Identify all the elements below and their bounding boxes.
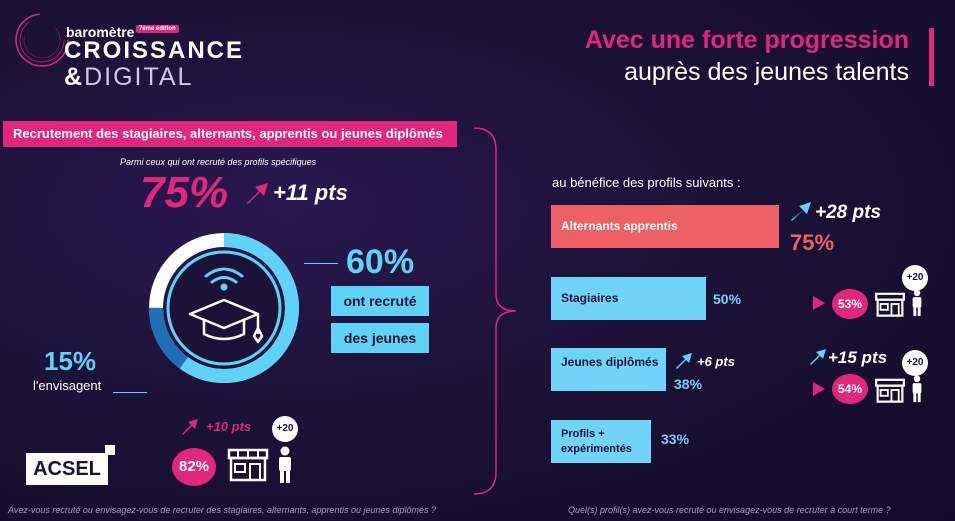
bar-stagiaires: Stagiaires <box>551 277 706 320</box>
profiles-intro: au bénéfice des profils suivants : <box>552 175 741 190</box>
big-percentage: 75% <box>140 168 229 217</box>
question-left: Avez-vous recruté ou envisagez-vous de r… <box>8 505 437 515</box>
bar-profils-experimentes: Profils + expérimentés <box>551 420 651 463</box>
profils-value: 33% <box>661 431 690 447</box>
question-right: Quel(s) profil(s) avez-vous recruté ou e… <box>568 505 891 515</box>
jeunes-delta: +6 pts <box>697 354 735 369</box>
donut-recruited-arc <box>149 233 299 383</box>
stagiaires-small-pct: 53% <box>832 289 868 319</box>
store-icon <box>875 292 905 317</box>
logo-ring-icon <box>15 13 69 67</box>
considering-label: l'envisagent <box>33 378 102 393</box>
stagiaires-value: 50% <box>713 291 742 307</box>
person-icon <box>912 289 922 317</box>
recruited-label-2: des jeunes <box>331 323 429 353</box>
sub-note: Parmi ceux qui ont recruté des profils s… <box>120 157 317 167</box>
wifi-icon <box>204 267 244 291</box>
alternants-delta: +28 pts <box>815 202 882 223</box>
brand-logo-corner <box>105 445 115 455</box>
person-icon <box>279 446 291 483</box>
page-title-highlight: Avec une forte progression <box>584 26 909 54</box>
small-percentage: 82% <box>172 448 216 486</box>
person-icon <box>912 375 922 403</box>
logo-digital: &DIGITAL <box>64 63 193 92</box>
title-accent-bar <box>929 28 934 86</box>
store-icon <box>227 448 269 482</box>
jeunes-value: 38% <box>674 376 703 392</box>
logo-digital-word: DIGITAL <box>84 63 194 91</box>
recruited-percentage: 60% <box>346 243 415 281</box>
brace-divider <box>473 127 517 495</box>
donut-considering-arc <box>149 233 299 383</box>
play-triangle-icon <box>813 382 825 396</box>
play-triangle-icon <box>813 296 825 310</box>
considering-percentage: 15% <box>44 346 97 376</box>
logo-edition-badge: 7ème édition <box>136 25 179 33</box>
plus20-badge: +20 <box>902 350 928 376</box>
plus20-badge: +20 <box>272 416 298 442</box>
logo-croissance: CROISSANCE <box>64 37 245 64</box>
arrow-up-small-icon <box>810 349 826 365</box>
alternants-value: 75% <box>790 230 835 255</box>
leader-line-15 <box>113 392 147 393</box>
page-title: auprès des jeunes talents <box>624 58 909 86</box>
brand-logo: ACSEL <box>26 453 108 485</box>
plus20-badge: +20 <box>902 265 928 291</box>
donut-chart <box>149 233 299 383</box>
big-delta: +11 pts <box>273 180 348 205</box>
logo-barometre: baromètre <box>66 24 135 40</box>
arrow-up-icon <box>791 202 811 221</box>
graduation-cap-icon <box>188 298 264 344</box>
bar-alternants: Alternants apprentis <box>551 205 779 248</box>
arrow-up-icon <box>247 183 268 204</box>
jeunes-small-pct: 54% <box>832 374 868 404</box>
recruited-label-1: ont recruté <box>331 286 429 316</box>
arrow-up-small-icon <box>676 353 692 369</box>
leader-line <box>304 263 338 264</box>
store-icon <box>875 378 905 403</box>
logo-amp: & <box>64 63 85 91</box>
small-delta: +10 pts <box>206 419 252 434</box>
arrow-up-small-icon <box>182 419 198 435</box>
bar-jeunes-diplomes: Jeunes diplômés <box>551 348 666 391</box>
section-banner: Recrutement des stagiaires, alternants, … <box>3 121 457 147</box>
jeunes-small-delta: +15 pts <box>828 348 888 367</box>
